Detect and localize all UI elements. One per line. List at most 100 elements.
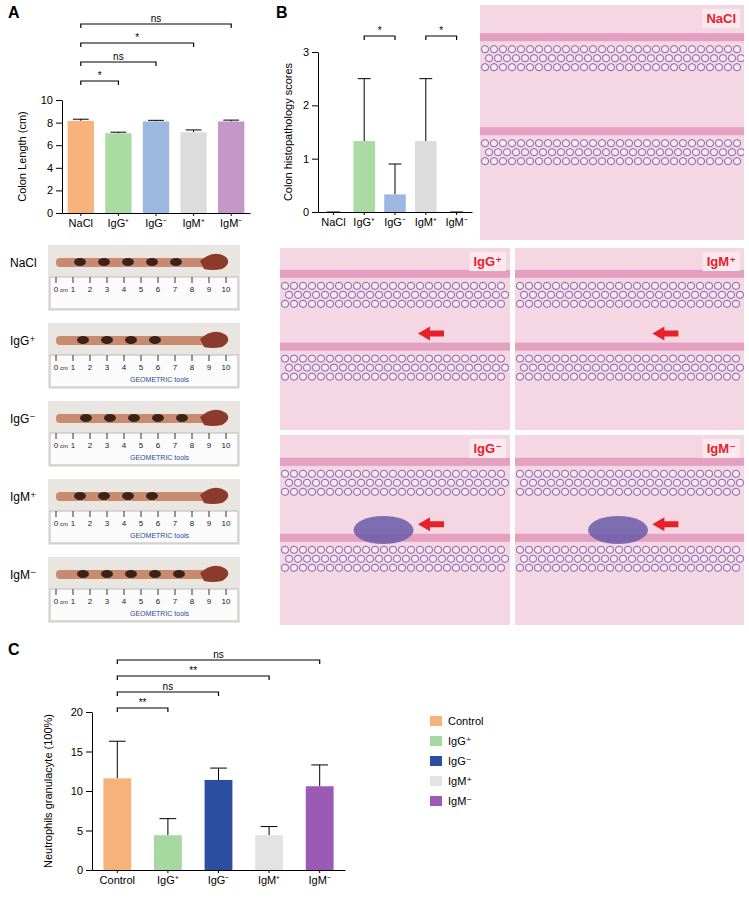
crypt xyxy=(447,555,454,562)
crypt xyxy=(678,564,685,571)
crypt xyxy=(535,158,542,165)
crypt xyxy=(553,46,560,53)
bar xyxy=(255,835,283,870)
ruler-tick xyxy=(141,355,142,361)
crypt xyxy=(701,55,708,62)
ruler-tick xyxy=(107,355,108,361)
crypt xyxy=(416,282,423,289)
significance-label: * xyxy=(439,25,443,36)
bar xyxy=(180,132,206,213)
crypt xyxy=(516,564,523,571)
crypt xyxy=(481,46,488,53)
crypt xyxy=(543,546,550,553)
crypt xyxy=(308,546,315,553)
ruler-number: 10 xyxy=(222,597,231,606)
tissue xyxy=(515,248,744,430)
crypt xyxy=(366,291,373,298)
crypt xyxy=(538,364,545,371)
crypt xyxy=(732,300,739,307)
crypt xyxy=(706,64,713,71)
crypt xyxy=(561,300,568,307)
crypt xyxy=(335,300,342,307)
crypt xyxy=(669,470,676,477)
crypt xyxy=(705,373,712,380)
crypt xyxy=(512,55,519,62)
crypt xyxy=(610,479,617,486)
crypt xyxy=(633,470,640,477)
colon-tissue xyxy=(56,258,206,267)
crypt xyxy=(688,64,695,71)
tissue xyxy=(280,248,510,430)
crypt xyxy=(398,282,405,289)
crypt xyxy=(308,564,315,571)
crypt xyxy=(624,373,631,380)
tick-mark xyxy=(364,212,365,215)
crypt xyxy=(588,282,595,289)
crypt xyxy=(543,488,550,495)
crypt xyxy=(571,158,578,165)
crypt xyxy=(670,140,677,147)
crypt xyxy=(339,479,346,486)
crypt xyxy=(357,364,364,371)
tick-label: 0 xyxy=(303,206,309,218)
crypt xyxy=(634,158,641,165)
crypt xyxy=(380,282,387,289)
ruler-tick xyxy=(56,433,57,439)
ruler-tick xyxy=(226,433,227,439)
crypt xyxy=(438,479,445,486)
crypt xyxy=(501,364,508,371)
ruler xyxy=(50,433,238,465)
crypt xyxy=(503,149,510,156)
crypt xyxy=(538,555,545,562)
crypt xyxy=(592,555,599,562)
fecal-pellet xyxy=(122,258,134,266)
crypt xyxy=(682,555,689,562)
crypt xyxy=(664,291,671,298)
crypt xyxy=(434,355,441,362)
crypt xyxy=(732,355,739,362)
fecal-pellet xyxy=(125,336,137,344)
crypt xyxy=(281,282,288,289)
ruler-tick xyxy=(175,589,176,595)
crypt xyxy=(700,479,707,486)
tick-mark xyxy=(312,105,318,106)
crypt xyxy=(452,355,459,362)
crypt xyxy=(580,140,587,147)
crypt xyxy=(544,140,551,147)
crypt xyxy=(642,488,649,495)
crypt xyxy=(317,546,324,553)
crypt xyxy=(490,158,497,165)
crypt xyxy=(357,479,364,486)
ruler-tick xyxy=(209,355,210,361)
legend-swatch xyxy=(430,756,442,766)
ruler-number: 9 xyxy=(207,519,212,528)
crypt xyxy=(371,300,378,307)
crypt xyxy=(683,55,690,62)
crypt xyxy=(539,149,546,156)
ruler-number: 7 xyxy=(173,363,178,372)
fecal-pellet xyxy=(146,492,158,500)
crypt xyxy=(723,300,730,307)
crypt xyxy=(732,470,739,477)
crypt xyxy=(416,470,423,477)
colon-tissue xyxy=(56,336,206,345)
crypt xyxy=(601,364,608,371)
crypt xyxy=(552,373,559,380)
tick-mark xyxy=(312,212,318,213)
muscle-layer xyxy=(515,458,744,466)
crypt xyxy=(416,355,423,362)
crypt xyxy=(461,373,468,380)
crypt xyxy=(303,479,310,486)
crypt xyxy=(393,291,400,298)
crypt xyxy=(696,564,703,571)
crypt xyxy=(520,364,527,371)
crypt xyxy=(570,373,577,380)
crypt xyxy=(652,158,659,165)
crypt xyxy=(447,291,454,298)
crypt xyxy=(317,282,324,289)
ruler-tick xyxy=(90,277,91,283)
histology-image: IgM⁻ xyxy=(515,435,744,625)
ruler-number: 1 xyxy=(71,597,76,606)
crypt xyxy=(642,300,649,307)
crypt xyxy=(402,364,409,371)
